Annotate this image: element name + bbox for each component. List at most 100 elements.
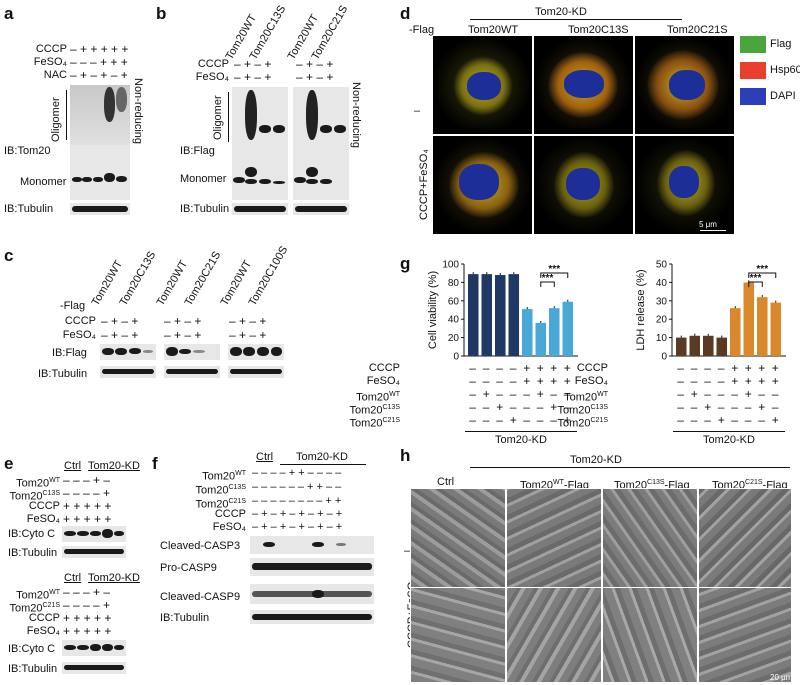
h-col-1: Ctrl [437, 476, 455, 488]
panel-d-letter: d [400, 4, 411, 23]
f-blot-4-label: IB:Tubulin [160, 612, 210, 624]
e-top-row-4-values: + + + + + [63, 512, 112, 526]
b-nonreducing-label: Non-reducing [350, 82, 362, 149]
e-kd-bottom: Tom20-KD [88, 572, 140, 584]
g-left-row-3-cell-8: – [563, 387, 571, 401]
e-bottom-row-4-label: FeSO₄ [26, 625, 60, 637]
f-row-5-label: FeSO₄ [212, 521, 246, 533]
e-cytoc-blot-bottom [62, 640, 126, 656]
c-row-cccp-label: CCCP [64, 315, 96, 327]
g-viability-ytick-label-1: 20 [448, 333, 460, 344]
g-right-row-4-cell-2: – [690, 400, 698, 414]
f-blot-3 [250, 584, 374, 604]
g-viability-bar-7 [549, 308, 560, 356]
g-right-row-2-label: FeSO₄ [574, 375, 608, 387]
g-right-row-4-cell-4: – [717, 400, 725, 414]
f-blot-2-label: Pro-CASP9 [160, 562, 217, 574]
g-left-row-5-cell-6: – [536, 413, 544, 427]
g-right-row-3-cell-2: + [690, 387, 698, 401]
a-monomer-label: Monomer [20, 176, 67, 188]
c-tubulin-blot-3 [228, 366, 284, 378]
g-right-row-4-label: Tom20C13S [557, 404, 608, 417]
g-right-row-3-cell-7: – [758, 387, 765, 401]
g-ldh-bar-8 [770, 302, 782, 356]
e-top-row-4-label: FeSO₄ [26, 513, 60, 525]
e-ctrl-bottom: Ctrl [64, 572, 82, 584]
f-row-4-label: CCCP [214, 508, 246, 520]
e-cytoc-label-bottom: IB:Cyto C [8, 643, 56, 655]
e-tubulin-label-bottom: IB:Tubulin [8, 663, 58, 675]
g-right-row-3-cell-4: – [717, 387, 725, 401]
g-right-row-4-cell-1: – [677, 400, 684, 414]
g-ldh-ytick-label-1: 10 [656, 333, 668, 344]
g-right-row-1-label: CCCP [576, 362, 608, 374]
c-ib-label: IB:Flag [52, 347, 87, 359]
g-right-row-1-cell-4: – [717, 361, 725, 375]
g-left-row-2-cell-2: – [482, 374, 490, 388]
b-row-feso4-right: – + – + [296, 70, 334, 84]
g-right-row-5-cell-7: – [758, 413, 765, 427]
c-col-6: Tom20C100S [246, 244, 291, 308]
d-flag-label: -Flag [409, 24, 435, 36]
g-left-row-1-cell-6: + [536, 361, 544, 375]
g-right-row-3-cell-6: + [744, 387, 752, 401]
d-image-r2c3 [635, 136, 734, 234]
e-tubulin-blot-bottom [62, 662, 126, 674]
c-flag-label: -Flag [60, 300, 86, 312]
g-right-row-5-cell-1: – [677, 413, 684, 427]
g-left-row-4-cell-5: – [523, 400, 530, 414]
f-row-2-label: Tom20C13S [195, 484, 246, 497]
e-bottom-row-1-values: – – – + – [63, 585, 111, 599]
a-nonreducing-label: Non-reducing [132, 78, 144, 145]
g-left-row-3-label: Tom20WT [356, 391, 400, 404]
g-right-row-5-label: Tom20C21S [557, 417, 608, 430]
g-left-row-2-cell-5: + [523, 374, 531, 388]
b-row-cccp-left: – + – + [234, 57, 272, 71]
g-viability-bar-1 [468, 274, 479, 356]
b-oligomer-label: Oligomer [212, 95, 224, 140]
g-ldh-bar-2 [689, 335, 701, 356]
g-left-row-2-cell-7: + [550, 374, 558, 388]
b-row-feso4-left: – + – + [234, 70, 272, 84]
f-row-1-values: – – – – + + – – – – [252, 467, 342, 479]
f-blot-1-label: Cleaved-CASP3 [160, 540, 241, 552]
g-right-row-3-label: Tom20WT [564, 391, 608, 404]
f-row-5-values: – + – + – + – + – + [252, 521, 343, 533]
g-right-row-5-cell-2: – [690, 413, 698, 427]
d-scalebar [700, 230, 726, 231]
g-right-row-2-cell-2: – [690, 374, 698, 388]
c-row-feso4-1: – + – + [101, 328, 139, 342]
g-right-row-1-cell-1: – [677, 361, 684, 375]
e-bottom-row-2-values: – – – – + [63, 598, 111, 612]
g-left-row-1-cell-8: + [563, 361, 571, 375]
g-ldh-ytick-label-4: 40 [656, 278, 668, 289]
e-bottom-row-3-label: CCCP [28, 612, 60, 624]
g-viability-sig-label-1: *** [542, 273, 554, 284]
c-row-feso4-2: – + – + [164, 328, 202, 342]
h-row1-label: – [404, 545, 411, 557]
h-image-r1c2 [506, 488, 602, 588]
panel-a-letter: a [4, 4, 14, 23]
b-col-4: Tom20C21S [309, 3, 351, 62]
g-right-row-1-cell-7: + [758, 361, 766, 375]
g-right-row-1-cell-5: + [731, 361, 739, 375]
d-scale-label: 5 μm [699, 220, 717, 229]
g-ldh-bar-6 [743, 282, 755, 356]
h-header: Tom20-KD [570, 454, 622, 466]
g-left-row-1-cell-5: + [523, 361, 531, 375]
g-left-row-1-cell-2: – [482, 361, 490, 375]
g-right-row-1-cell-8: + [771, 361, 779, 375]
g-viability-ytick-label-2: 40 [448, 315, 460, 326]
e-bottom-row-1-label: Tom20WT [16, 589, 60, 602]
g-left-row-4-cell-8: – [563, 400, 571, 414]
g-left-row-5-cell-5: – [523, 413, 530, 427]
g-ldh-bar-4 [716, 337, 728, 356]
d-legend-flag-swatch [740, 36, 766, 53]
e-top-row-1-label: Tom20WT [16, 477, 60, 490]
g-viability-sig-bracket-2 [540, 272, 569, 278]
g-right-row-5-cell-4: + [717, 413, 725, 427]
d-image-r1c2 [534, 36, 633, 134]
g-ldh-bar-5 [730, 308, 741, 356]
g-right-row-1-cell-6: + [744, 361, 752, 375]
g-viability-bar-8 [562, 301, 574, 356]
